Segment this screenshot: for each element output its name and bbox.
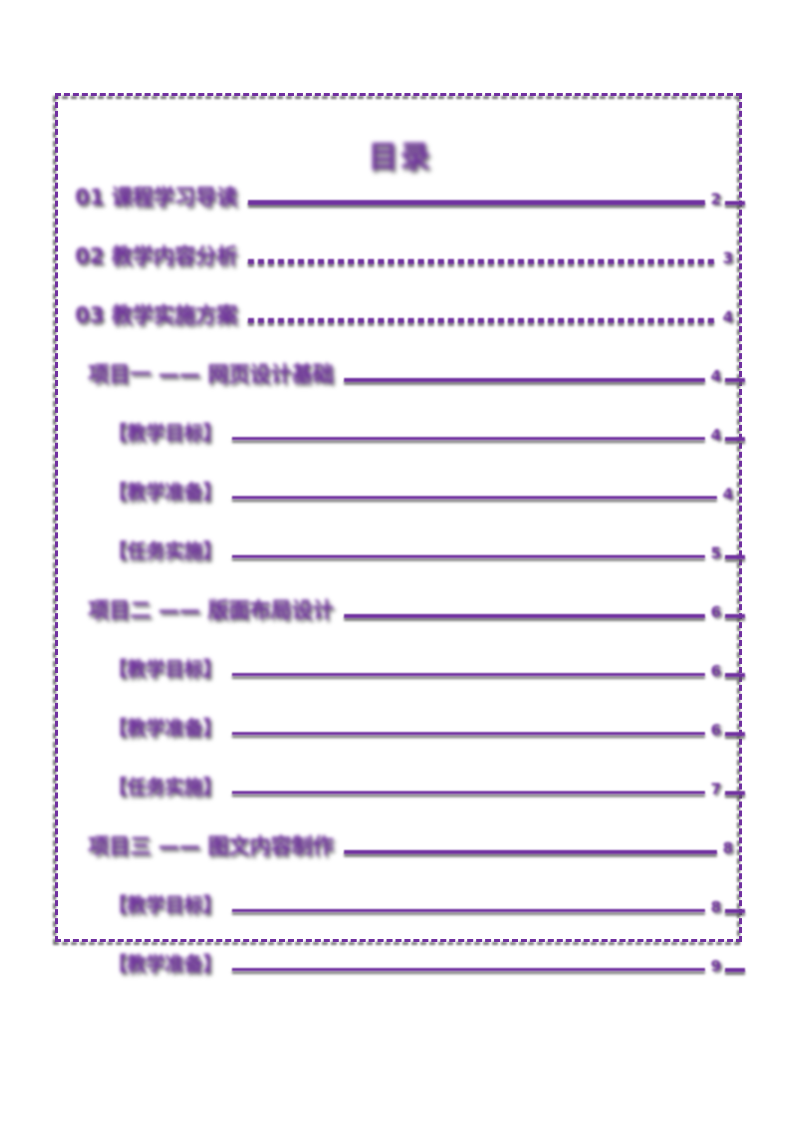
toc-entry: 【教学准备】 9 — [55, 933, 745, 992]
toc-list: 01 课程学习导读 2 02 教学内容分析 3 03 教学实施方案 4 项目一 … — [55, 166, 745, 992]
toc-entry: 01 课程学习导读 2 — [55, 166, 745, 225]
leader-line — [247, 318, 717, 323]
page-number: 2 — [710, 189, 721, 208]
toc-entry-label: 【教学准备】 — [108, 953, 223, 975]
page-number: 8 — [710, 897, 721, 916]
page-number: 7 — [710, 779, 721, 798]
page-number: 3 — [722, 248, 733, 267]
toc-entry-label: 【教学准备】 — [108, 717, 223, 739]
leader-line — [343, 377, 705, 382]
toc-entry: 【教学目标】 4 — [55, 402, 745, 461]
leader-stub-line — [725, 436, 745, 441]
page-number: 8 — [722, 838, 733, 857]
leader-stub-line — [725, 554, 745, 559]
toc-entry: 项目三 —— 图文内容制作 8 — [55, 815, 745, 874]
toc-entry: 【教学目标】 6 — [55, 638, 745, 697]
page-number: 4 — [710, 366, 721, 385]
toc-entry-label: 项目二 —— 版面布局设计 — [88, 597, 334, 622]
leader-line — [232, 968, 705, 971]
leader-line — [232, 909, 705, 912]
leader-line — [232, 437, 705, 440]
page-number: 4 — [722, 307, 733, 326]
page-number: 4 — [722, 484, 733, 503]
leader-line — [247, 259, 717, 264]
toc-entry-label: 【教学准备】 — [108, 481, 223, 503]
leader-line — [247, 200, 705, 205]
toc-entry: 03 教学实施方案 4 — [55, 284, 745, 343]
page-number: 9 — [710, 956, 721, 975]
toc-entry: 【任务实施】 5 — [55, 520, 745, 579]
leader-stub-line — [725, 200, 745, 205]
page-title: 目录 — [368, 140, 432, 175]
toc-entry: 02 教学内容分析 3 — [55, 225, 745, 284]
toc-entry-label: 【任务实施】 — [108, 540, 223, 562]
toc-entry-label: 03 教学实施方案 — [75, 302, 238, 327]
page-number: 6 — [710, 602, 721, 621]
leader-line — [232, 555, 705, 558]
toc-entry: 【教学目标】 8 — [55, 874, 745, 933]
toc-entry-label: 项目一 —— 网页设计基础 — [88, 361, 334, 386]
toc-entry-label: 【教学目标】 — [108, 422, 223, 444]
page-number: 4 — [710, 425, 721, 444]
leader-stub-line — [725, 908, 745, 913]
toc-entry-label: 02 教学内容分析 — [75, 243, 238, 268]
leader-line — [232, 732, 705, 735]
toc-entry: 【教学准备】 4 — [55, 461, 745, 520]
toc-entry: 【教学准备】 6 — [55, 697, 745, 756]
toc-entry-label: 【教学目标】 — [108, 894, 223, 916]
leader-line — [232, 791, 705, 794]
toc-entry-label: 【任务实施】 — [108, 776, 223, 798]
toc-entry: 项目一 —— 网页设计基础 4 — [55, 343, 745, 402]
leader-stub-line — [725, 731, 745, 736]
leader-line — [232, 496, 717, 499]
leader-line — [343, 849, 717, 854]
toc-entry: 项目二 —— 版面布局设计 6 — [55, 579, 745, 638]
leader-line — [343, 613, 705, 618]
page-number: 6 — [710, 720, 721, 739]
leader-stub-line — [725, 790, 745, 795]
toc-entry-label: 项目三 —— 图文内容制作 — [88, 833, 334, 858]
toc-entry: 【任务实施】 7 — [55, 756, 745, 815]
leader-line — [232, 673, 705, 676]
page-number: 5 — [710, 543, 721, 562]
leader-stub-line — [725, 613, 745, 618]
leader-stub-line — [725, 377, 745, 382]
toc-entry-label: 【教学目标】 — [108, 658, 223, 680]
leader-stub-line — [725, 967, 745, 972]
page-number: 6 — [710, 661, 721, 680]
toc-entry-label: 01 课程学习导读 — [75, 184, 238, 209]
leader-stub-line — [725, 672, 745, 677]
